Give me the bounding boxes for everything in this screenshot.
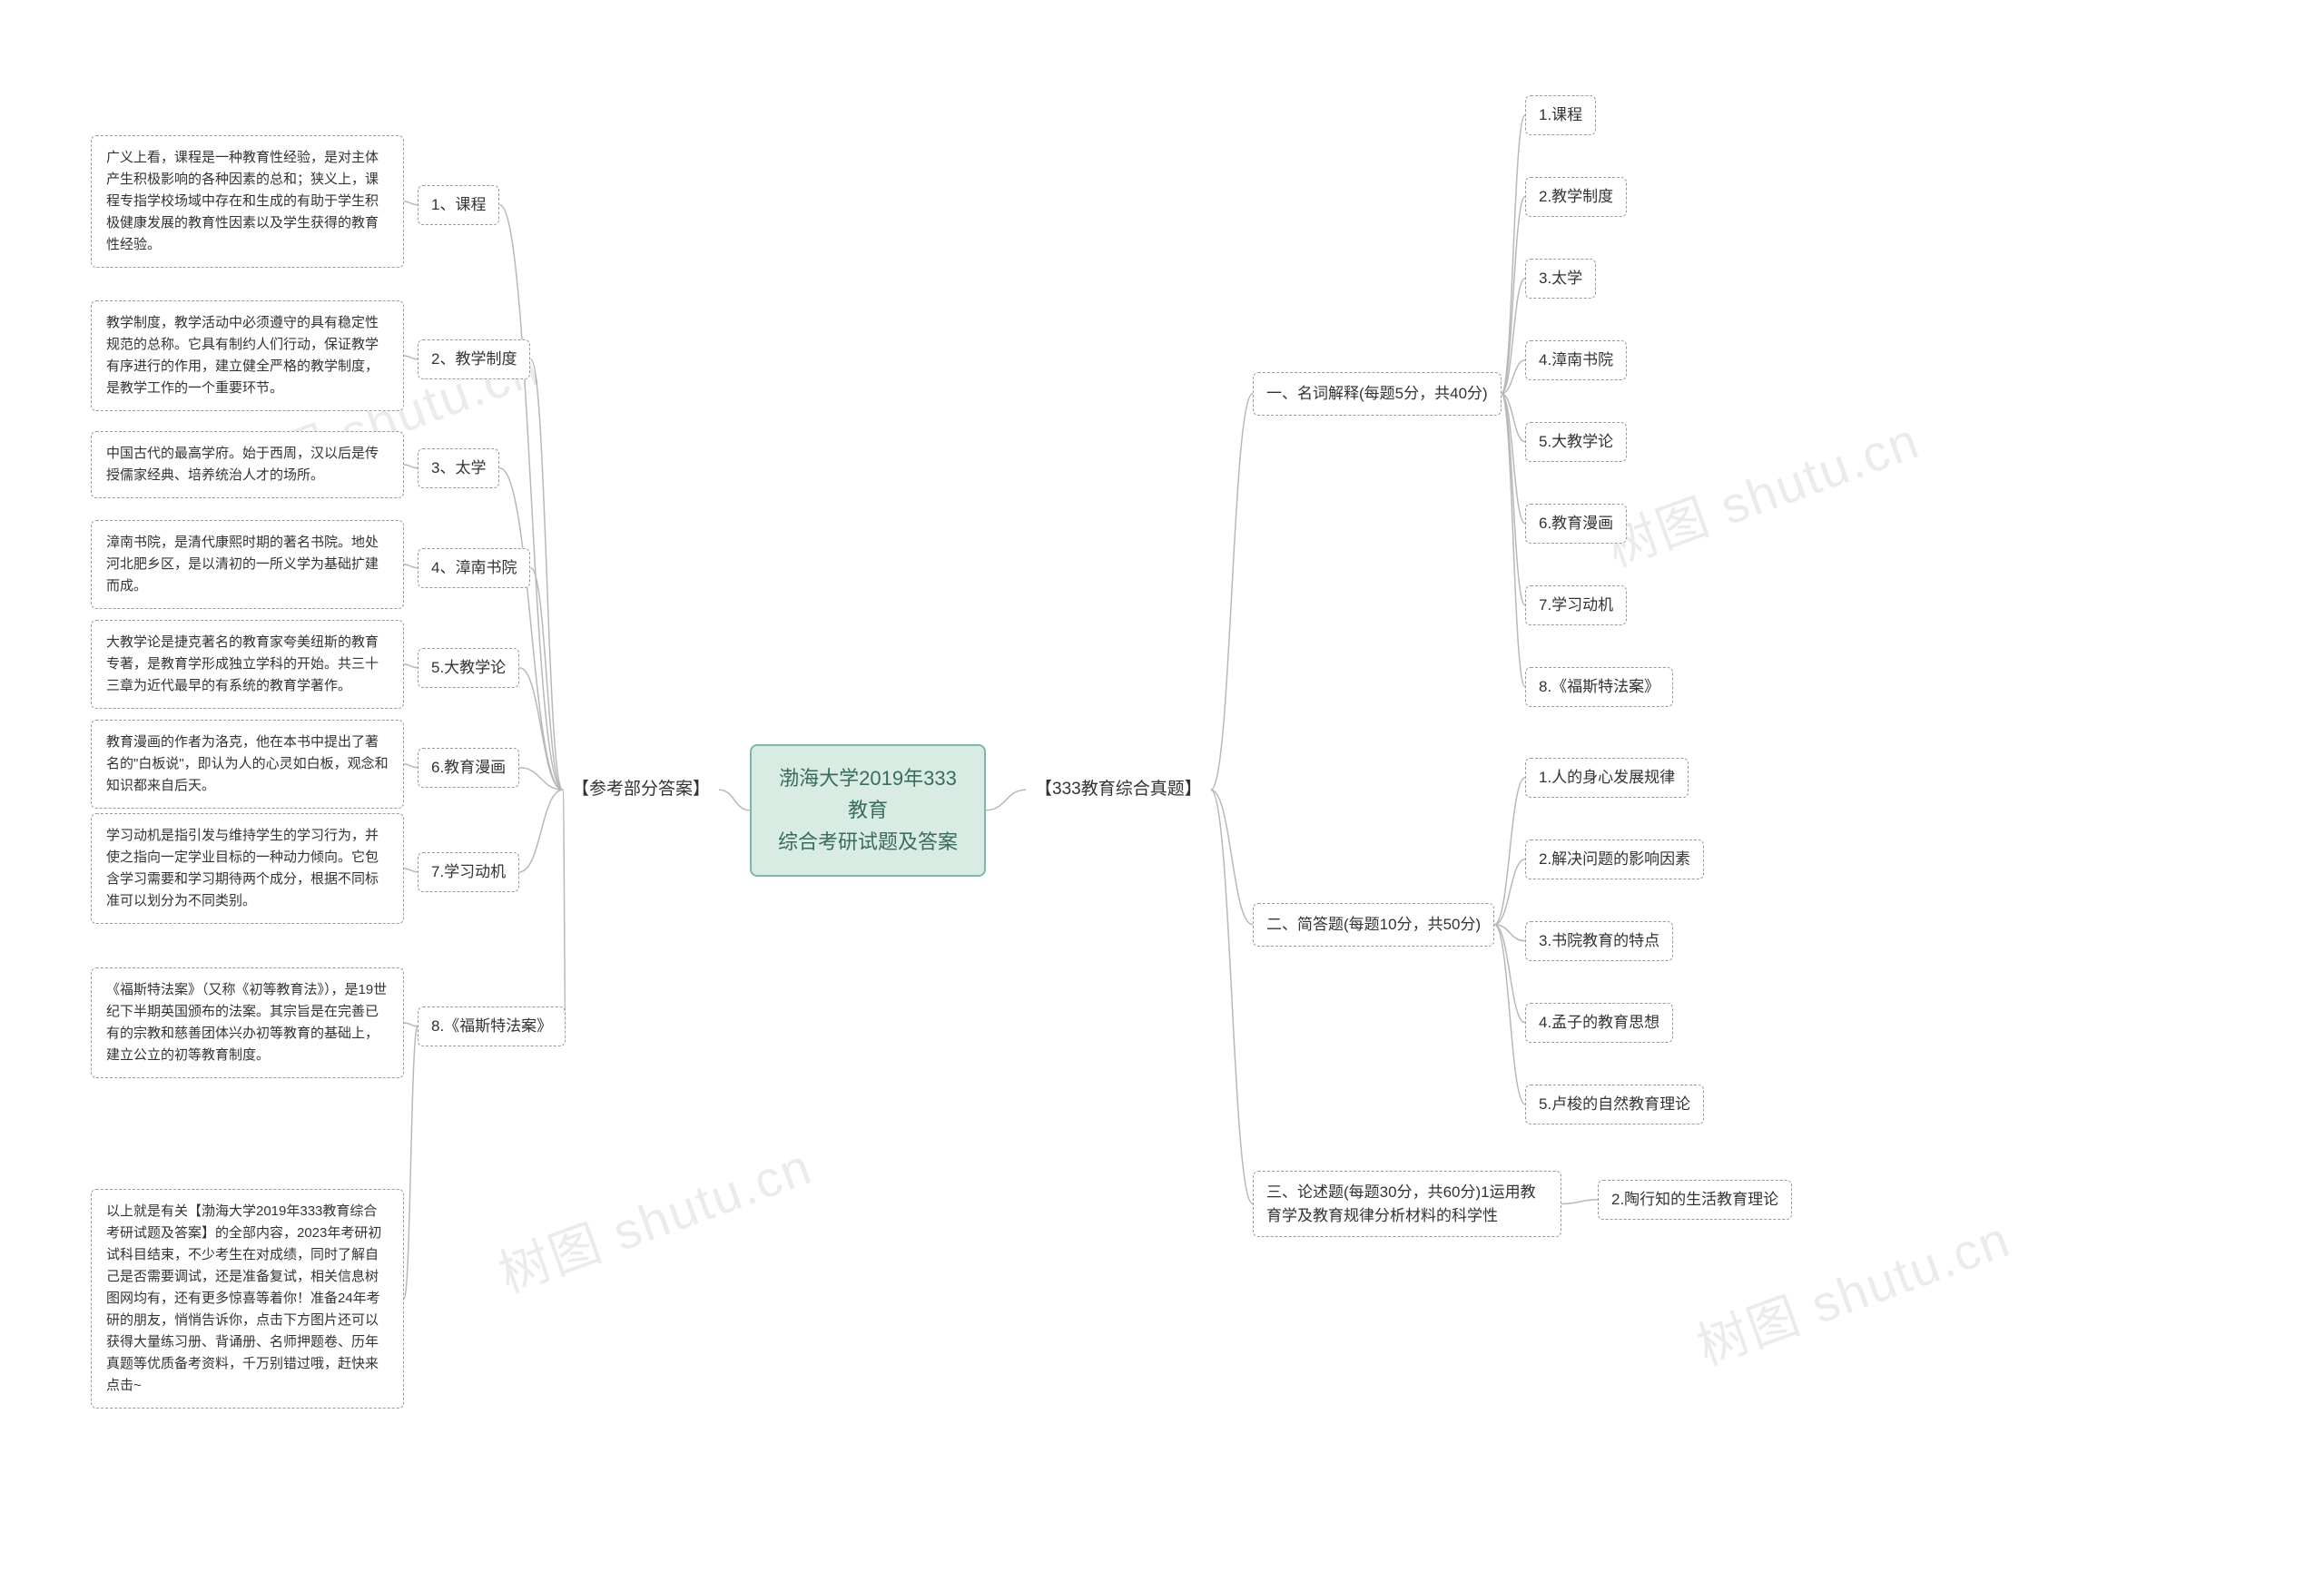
left-item-detail: 教育漫画的作者为洛克，他在本书中提出了著名的"白板说"，即认为人的心灵如白板，观… (91, 720, 404, 809)
left-item-number: 6.教育漫画 (418, 748, 519, 788)
right-section1-item: 1.课程 (1525, 95, 1596, 135)
left-item-number: 4、漳南书院 (418, 548, 530, 588)
right-section3-title: 三、论述题(每题30分，共60分)1运用教育学及教育规律分析材料的科学性 (1253, 1171, 1561, 1237)
left-item-number: 5.大教学论 (418, 648, 519, 688)
left-item-detail: 广义上看，课程是一种教育性经验，是对主体产生积极影响的各种因素的总和；狭义上，课… (91, 135, 404, 268)
right-section1-item: 4.漳南书院 (1525, 340, 1627, 380)
left-item-detail: 中国古代的最高学府。始于西周，汉以后是传授儒家经典、培养统治人才的场所。 (91, 431, 404, 498)
watermark: 树图 shutu.cn (487, 1126, 821, 1308)
left-footer-note: 以上就是有关【渤海大学2019年333教育综合考研试题及答案】的全部内容，202… (91, 1189, 404, 1409)
right-section1-item: 5.大教学论 (1525, 422, 1627, 462)
root-title-line1: 渤海大学2019年333教育 (779, 767, 957, 821)
watermark: 树图 shutu.cn (1595, 400, 1928, 582)
right-section1-item: 3.太学 (1525, 259, 1596, 299)
left-item-detail: 《福斯特法案》（又称《初等教育法》），是19世纪下半期英国颁布的法案。其宗旨是在… (91, 967, 404, 1078)
left-item-detail: 学习动机是指引发与维持学生的学习行为，并使之指向一定学业目标的一种动力倾向。它包… (91, 813, 404, 924)
left-branch-label: 【参考部分答案】 (563, 770, 719, 810)
right-section2-item: 4.孟子的教育思想 (1525, 1003, 1673, 1043)
right-section3-item: 2.陶行知的生活教育理论 (1598, 1180, 1792, 1220)
right-section1-title: 一、名词解释(每题5分，共40分) (1253, 372, 1502, 416)
right-section2-item: 5.卢梭的自然教育理论 (1525, 1085, 1704, 1124)
left-item-number: 1、课程 (418, 185, 499, 225)
left-item-detail: 大教学论是捷克著名的教育家夸美纽斯的教育专著，是教育学形成独立学科的开始。共三十… (91, 620, 404, 709)
right-section1-item: 6.教育漫画 (1525, 504, 1627, 544)
right-section2-item: 3.书院教育的特点 (1525, 921, 1673, 961)
left-item-number: 7.学习动机 (418, 852, 519, 892)
left-item-number: 2、教学制度 (418, 339, 530, 379)
left-item-detail: 漳南书院，是清代康熙时期的著名书院。地处河北肥乡区，是以清初的一所义学为基础扩建… (91, 520, 404, 609)
right-section1-item: 7.学习动机 (1525, 585, 1627, 625)
left-item-detail: 教学制度，教学活动中必须遵守的具有稳定性规范的总称。它具有制约人们行动，保证教学… (91, 300, 404, 411)
right-section2-item: 1.人的身心发展规律 (1525, 758, 1689, 798)
right-section1-item: 8.《福斯特法案》 (1525, 667, 1673, 707)
right-section2-item: 2.解决问题的影响因素 (1525, 840, 1704, 879)
watermark: 树图 shutu.cn (1686, 1199, 2019, 1380)
right-section2-title: 二、简答题(每题10分，共50分) (1253, 903, 1494, 947)
right-branch-label: 【333教育综合真题】 (1026, 770, 1211, 810)
root-title-line2: 综合考研试题及答案 (778, 830, 958, 853)
root-node: 渤海大学2019年333教育 综合考研试题及答案 (750, 744, 986, 877)
mindmap-canvas: 树图 shutu.cn 树图 shutu.cn 树图 shutu.cn 树图 s… (0, 0, 2324, 1571)
right-section1-item: 2.教学制度 (1525, 177, 1627, 217)
left-item-number: 8.《福斯特法案》 (418, 1006, 566, 1046)
left-item-number: 3、太学 (418, 448, 499, 488)
